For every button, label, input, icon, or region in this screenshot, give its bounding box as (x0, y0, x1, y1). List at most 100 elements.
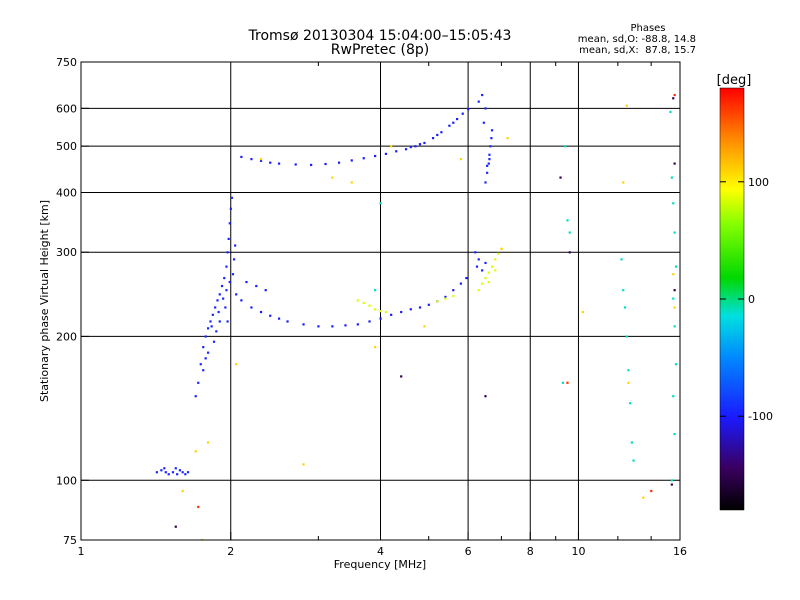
echo-point (379, 310, 382, 313)
echo-point (167, 473, 170, 476)
echo-point (174, 525, 177, 528)
echo-point (331, 325, 334, 328)
echo-point (204, 335, 207, 338)
echo-point (231, 273, 235, 276)
echo-point (489, 145, 492, 148)
echo-point (670, 176, 673, 179)
echo-point (409, 146, 412, 149)
echo-point (215, 330, 218, 333)
echo-point (673, 93, 676, 97)
echo-point (423, 141, 426, 145)
echo-point (672, 395, 675, 398)
echo-point (234, 244, 237, 247)
phases-o-stats: mean, sd,O: -88.8, 14.8 (578, 34, 696, 45)
echo-point (486, 164, 489, 167)
echo-point (620, 258, 623, 261)
echo-point (181, 489, 184, 493)
echo-point (477, 289, 480, 292)
colorbar-tick-label-100: 100 (748, 176, 769, 189)
echo-point (194, 395, 197, 398)
echo-point (255, 284, 258, 288)
x-tick-label-6: 6 (465, 545, 472, 558)
echo-point (230, 196, 234, 199)
echo-point (164, 471, 167, 474)
echo-point (250, 158, 253, 161)
echo-point (625, 335, 628, 338)
echo-point (625, 104, 628, 107)
echo-point (374, 308, 377, 311)
echo-point (475, 265, 479, 268)
echo-point (477, 100, 480, 103)
x-axis-label: Frequency [MHz] (334, 558, 426, 571)
y-tick-label-300: 300 (56, 246, 77, 259)
echo-point (181, 471, 184, 474)
echo-point (356, 299, 359, 302)
echo-point (202, 346, 205, 349)
echo-point (228, 222, 231, 225)
echo-point (623, 306, 627, 309)
echo-point (384, 310, 388, 314)
echo-point (487, 271, 490, 274)
echo-point (224, 306, 227, 309)
echo-point (467, 108, 470, 111)
echo-point (356, 323, 359, 326)
echo-point (259, 159, 263, 162)
echo-point (400, 375, 403, 378)
y-axis-ticks: 75 100 200 300 400 500 600 750 (56, 56, 89, 547)
echo-point (674, 265, 678, 268)
y-tick-label-600: 600 (56, 102, 77, 115)
echo-point (223, 276, 226, 280)
echo-point (642, 496, 645, 499)
echo-point (226, 251, 229, 254)
echo-point (484, 276, 487, 280)
echo-point (488, 158, 491, 161)
echo-point (206, 351, 210, 354)
echo-point (672, 97, 675, 100)
echo-point (184, 473, 187, 476)
echo-point (269, 161, 272, 164)
echo-point (490, 129, 494, 132)
echo-point (673, 231, 676, 234)
echo-point (477, 258, 480, 261)
y-tick-label-200: 200 (56, 330, 77, 343)
echo-point (235, 293, 238, 296)
echo-point (452, 121, 455, 124)
echo-point (259, 310, 263, 314)
echo-point (670, 479, 673, 482)
echo-point (259, 158, 263, 161)
echo-point (240, 155, 243, 159)
echo-point (452, 294, 455, 298)
echo-point (194, 450, 197, 453)
echo-point (155, 471, 158, 474)
echo-point (395, 150, 398, 153)
echo-point (497, 252, 500, 255)
echo-point (232, 258, 236, 261)
echo-point (465, 276, 468, 280)
echo-point (197, 505, 200, 509)
echo-point (269, 314, 272, 317)
echo-point (197, 381, 200, 384)
echo-point (384, 152, 388, 155)
echo-point (506, 137, 509, 140)
echo-point (379, 317, 382, 320)
colorbar-ticks: 100 0 -100 (720, 176, 773, 423)
echo-point (440, 131, 443, 134)
echo-point (240, 299, 243, 302)
echo-point (484, 181, 487, 184)
echo-point (672, 273, 675, 276)
echo-point (368, 304, 371, 307)
echo-point (629, 402, 632, 405)
echo-point (174, 467, 177, 470)
echo-point (217, 310, 220, 314)
echo-point (229, 207, 232, 210)
echo-point (390, 313, 393, 316)
echo-point (225, 265, 228, 268)
echo-point (481, 269, 484, 272)
y-axis-label: Stationary phase Virtual Height [km] (38, 200, 51, 402)
y-tick-label-750: 750 (56, 56, 77, 69)
echo-point (481, 93, 484, 97)
chart-subtitle: RwPretec (8p) (331, 42, 429, 58)
echo-point (490, 137, 493, 140)
phases-x-stats: mean, sd,X: 87.8, 15.7 (579, 45, 696, 56)
